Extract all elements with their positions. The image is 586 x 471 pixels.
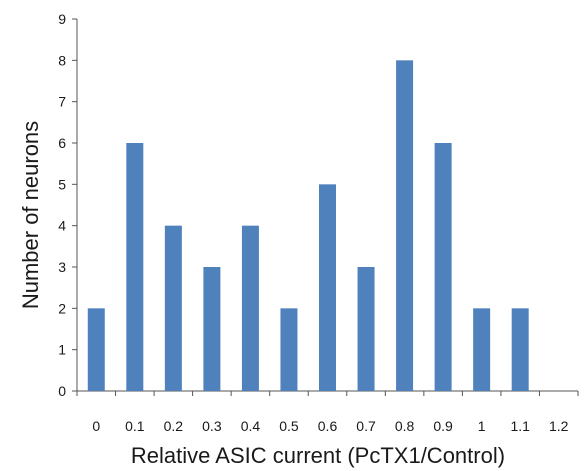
x-tick-label: 0.9 xyxy=(433,418,453,434)
y-tick-label: 5 xyxy=(58,176,66,192)
x-tick-label: 0.5 xyxy=(279,418,299,434)
y-tick-label: 4 xyxy=(58,218,66,234)
y-tick-label: 2 xyxy=(58,300,66,316)
y-axis: 0 1 2 3 4 5 6 7 8 9 xyxy=(58,11,78,399)
y-tick-label: 6 xyxy=(58,135,66,151)
bar xyxy=(357,267,375,391)
bar xyxy=(87,308,105,391)
bar xyxy=(319,184,336,391)
x-tick-label: 1 xyxy=(478,418,486,434)
y-tick-label: 8 xyxy=(58,52,66,68)
y-tick-label: 7 xyxy=(58,94,66,110)
bars xyxy=(87,60,529,391)
x-tick-label: 0.2 xyxy=(164,418,184,434)
bar xyxy=(396,60,414,391)
bar xyxy=(434,143,452,391)
x-tick-label: 1.1 xyxy=(510,418,530,434)
bar xyxy=(126,143,144,391)
y-tick-label: 9 xyxy=(58,11,66,27)
x-tick-label: 0.7 xyxy=(356,418,376,434)
x-tick-label: 0.6 xyxy=(318,418,338,434)
x-axis: 0 0.1 0.2 0.3 0.4 0.5 0.6 0.7 0.8 0.9 1 1.1 1.2 xyxy=(76,390,579,434)
x-tick-label: 0.1 xyxy=(125,418,145,434)
y-tick-label: 1 xyxy=(58,342,66,358)
x-axis-title: Relative ASIC current (PcTX1/Control) xyxy=(131,443,505,468)
x-tick-label: 0 xyxy=(92,418,100,434)
y-tick-label: 3 xyxy=(58,259,66,275)
x-tick-label: 0.3 xyxy=(202,418,222,434)
y-axis-title: Number of neurons xyxy=(18,121,43,309)
bar xyxy=(511,308,529,391)
x-tick-label: 1.2 xyxy=(549,418,569,434)
bar xyxy=(280,308,298,391)
y-tick-label: 0 xyxy=(58,383,66,399)
bar xyxy=(203,267,221,391)
bar xyxy=(473,308,491,391)
bar xyxy=(241,225,259,391)
x-tick-label: 0.8 xyxy=(395,418,415,434)
bar xyxy=(164,225,182,391)
x-tick-label: 0.4 xyxy=(241,418,261,434)
